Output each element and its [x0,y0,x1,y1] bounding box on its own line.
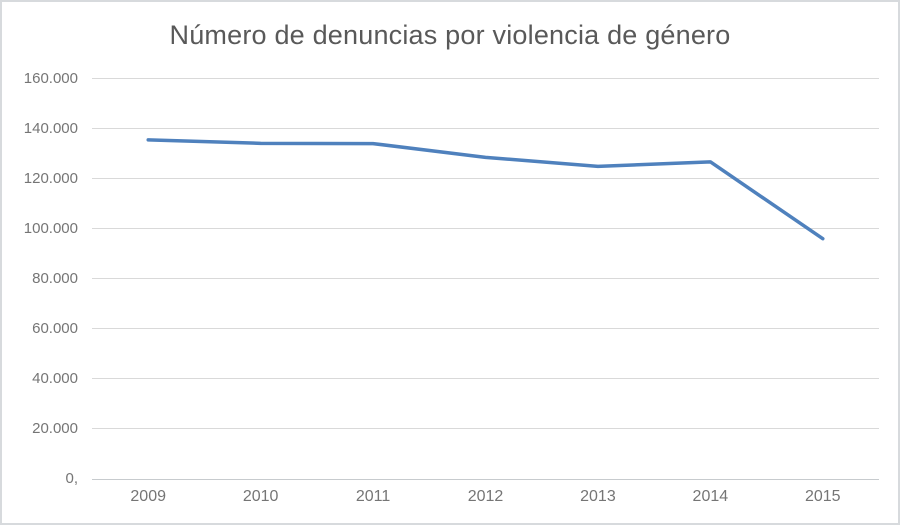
y-axis-tick-label: 120.000 [23,169,78,187]
x-axis-tick-label: 2014 [692,488,729,505]
y-gridline [92,328,879,330]
x-axis-tick-label: 2012 [467,488,504,505]
x-axis-tick-label: 2013 [580,488,616,505]
x-axis-tick-label: 2011 [355,488,391,505]
y-gridline [92,278,879,280]
y-gridline [92,128,879,130]
y-gridline [92,78,879,79]
x-axis-line [92,478,879,480]
x-axis-tick-label: 2015 [804,488,841,505]
y-axis-tick-label: 160.000 [23,69,78,87]
y-gridline [92,378,879,380]
y-gridline [92,178,879,180]
y-axis-tick-label: 80.000 [32,269,78,287]
data-line [146,138,825,241]
y-axis-tick-label: 100.000 [23,219,78,237]
y-axis-tick-label: 20.000 [32,419,78,437]
y-axis-tick-label: 0, [65,470,78,487]
y-axis-tick-label: 60.000 [32,319,78,337]
x-axis-tick-label: 2010 [242,488,279,505]
y-gridline [92,228,879,230]
y-axis-tick-label: 40.000 [32,369,78,387]
x-axis-tick-label: 2009 [130,488,166,505]
y-gridline [92,428,879,430]
chart-title: Número de denuncias por violencia de gén… [169,20,731,50]
y-axis-tick-label: 140.000 [23,119,78,137]
